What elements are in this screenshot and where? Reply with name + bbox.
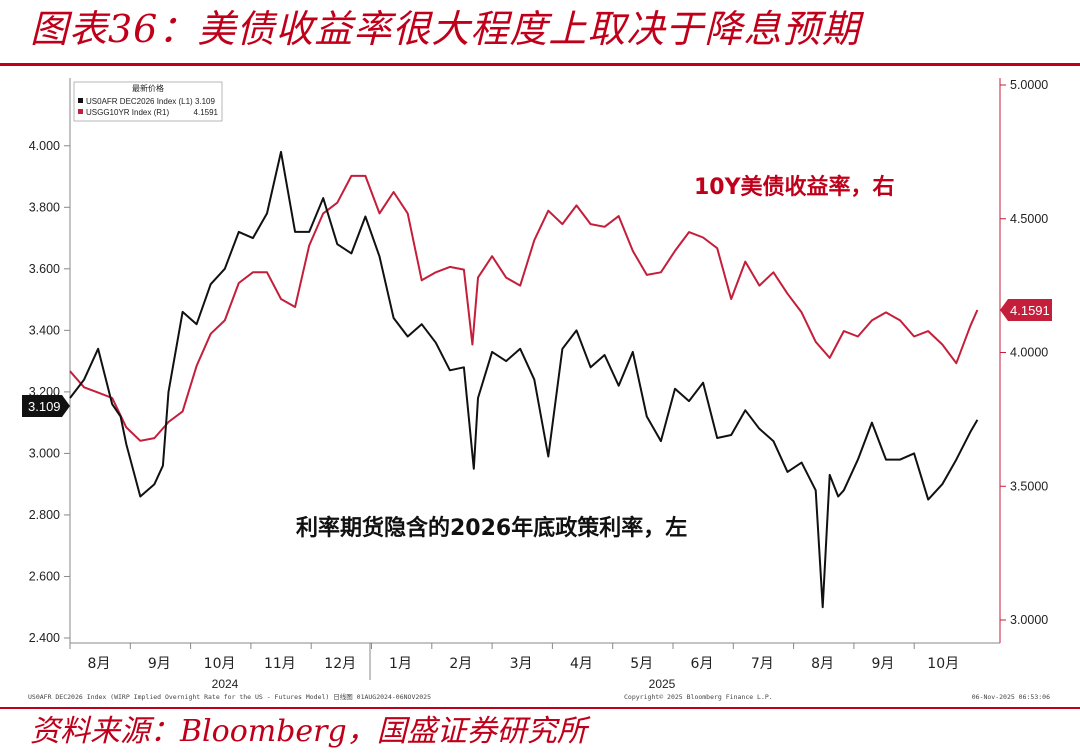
x-tick-label: 4月 xyxy=(570,656,593,672)
x-tick-label: 8月 xyxy=(811,656,834,672)
legend: 最新价格 US0AFR DEC2026 Index (L1) 3.109 USG… xyxy=(73,81,223,122)
legend-entry-red: USGG10YR Index (R1) xyxy=(86,108,169,117)
svg-text:4.1591: 4.1591 xyxy=(1010,303,1050,318)
x-tick-label: 5月 xyxy=(630,656,653,672)
x-tick-label: 3月 xyxy=(510,656,533,672)
left-tick-label: 2.400 xyxy=(29,631,60,645)
annotation-red: 10Y美债收益率，右 xyxy=(694,174,895,200)
x-tick-label: 12月 xyxy=(324,656,356,672)
series-layer xyxy=(69,150,979,609)
x-tick-label: 10月 xyxy=(204,656,236,672)
right-axis-ticks: 5.0000 4.5000 4.0000 3.5000 3.0000 xyxy=(1000,78,1048,627)
legend-entry-black: US0AFR DEC2026 Index (L1) 3.109 xyxy=(86,97,216,106)
series-line-policy-rate xyxy=(69,150,979,609)
right-tick-label: 5.0000 xyxy=(1010,78,1048,92)
footer-left: US0AFR DEC2026 Index (WIRP Implied Overn… xyxy=(28,692,431,701)
x-tick-label: 11月 xyxy=(264,656,296,672)
legend-box xyxy=(73,81,223,122)
footer-center: Copyright© 2025 Bloomberg Finance L.P. xyxy=(624,693,773,701)
last-value-tag-left: 3.109 xyxy=(22,395,70,417)
left-tick-label: 3.800 xyxy=(29,200,60,214)
right-tick-label: 3.0000 xyxy=(1010,613,1048,627)
footer-right: 06-Nov-2025 06:53:06 xyxy=(972,693,1050,701)
x-tick-label: 9月 xyxy=(148,656,171,672)
x-axis-ticks: 8月 9月 10月 11月 12月 1月 2月 3月 4月 5月 6月 7月 8月 9月 10月 2024 20… xyxy=(69,643,959,691)
legend-swatch-black xyxy=(78,98,83,103)
x-tick-label: 9月 xyxy=(871,656,894,672)
left-tick-label: 3.600 xyxy=(29,262,60,276)
x-tick-label: 2月 xyxy=(449,656,472,672)
legend-swatch-red xyxy=(78,109,83,114)
svg-text:3.109: 3.109 xyxy=(28,399,61,414)
legend-entry-red-value: 4.1591 xyxy=(194,108,219,117)
source-rule xyxy=(0,707,1080,709)
chart: 4.0003.8003.6003.4003.2003.0002.8002.600… xyxy=(22,78,1052,701)
series-line-10y-yield xyxy=(69,174,979,442)
x-tick-label: 1月 xyxy=(389,656,412,672)
left-tick-label: 3.400 xyxy=(29,323,60,337)
figure-title: 图表36：美债收益率很大程度上取决于降息预期 xyxy=(30,7,861,51)
plot-area xyxy=(69,78,1001,644)
x-tick-label: 10月 xyxy=(927,656,959,672)
left-tick-label: 2.800 xyxy=(29,508,60,522)
left-tick-label: 4.000 xyxy=(29,139,60,153)
right-tick-label: 4.0000 xyxy=(1010,346,1048,360)
x-tick-label: 8月 xyxy=(88,656,111,672)
left-axis-ticks: 4.0003.8003.6003.4003.2003.0002.8002.600… xyxy=(29,139,70,645)
last-value-tag-right: 4.1591 xyxy=(1000,299,1052,321)
x-tick-label: 7月 xyxy=(751,656,774,672)
year-label: 2025 xyxy=(649,677,676,691)
annotation-black: 利率期货隐含的2026年底政策利率，左 xyxy=(296,515,687,541)
right-tick-label: 3.5000 xyxy=(1010,479,1048,493)
right-tick-label: 4.5000 xyxy=(1010,212,1048,226)
x-tick-label: 6月 xyxy=(691,656,714,672)
year-label: 2024 xyxy=(212,677,239,691)
left-tick-label: 3.000 xyxy=(29,446,60,460)
source-note: 资料来源：Bloomberg，国盛证券研究所 xyxy=(30,714,587,749)
left-tick-label: 2.600 xyxy=(29,569,60,583)
title-rule xyxy=(0,63,1080,66)
legend-header: 最新价格 xyxy=(132,83,164,93)
